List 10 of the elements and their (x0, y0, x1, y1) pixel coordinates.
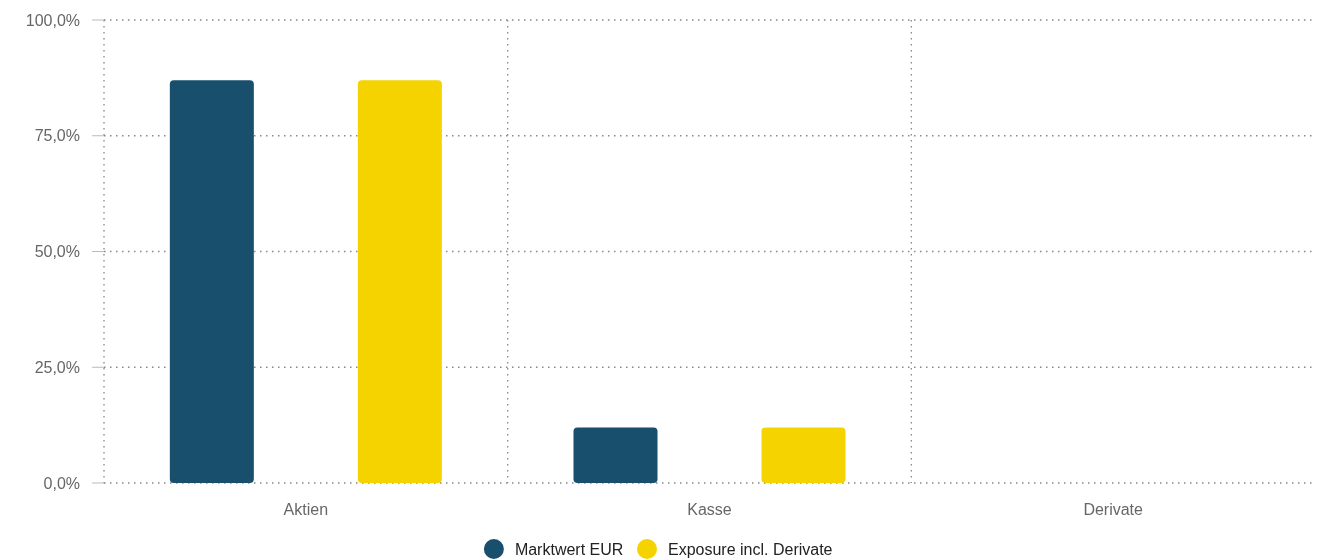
y-tick-label: 0,0% (43, 474, 80, 492)
y-tick-label: 25,0% (34, 358, 80, 376)
y-tick-label: 75,0% (34, 127, 80, 145)
x-tick-label: Derivate (1083, 501, 1144, 518)
x-tick-label: Kasse (687, 501, 732, 518)
x-tick-label: Aktien (283, 501, 329, 518)
legend-label: Exposure incl. Derivate (668, 540, 833, 558)
y-tick-label: 50,0% (34, 243, 80, 261)
y-tick-label: 100,0% (25, 11, 80, 29)
legend-label: Marktwert EUR (514, 540, 624, 558)
